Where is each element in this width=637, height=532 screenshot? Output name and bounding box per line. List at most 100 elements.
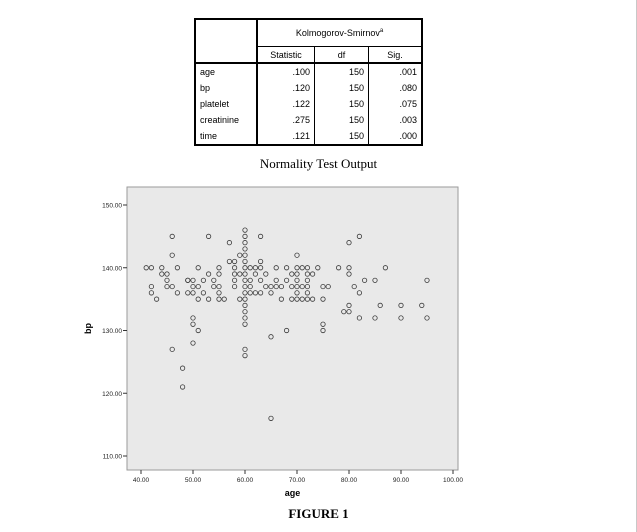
scatter-point [294,283,300,290]
scatter-point [174,265,180,271]
cell-statistic: .121 [256,128,315,146]
x-tick-label: 90.00 [393,477,410,484]
cell-sig: .000 [368,128,423,146]
scatter-point [200,277,206,283]
scatter-point [273,265,279,271]
scatter-point [289,296,295,302]
scatter-point [268,334,274,340]
scatter-point [242,246,248,252]
scatter-point [346,271,352,277]
scatter-point [237,296,243,302]
row-label: time [194,128,257,146]
scatter-point [242,252,248,258]
scatter-point [180,365,186,371]
scatter-point [283,265,290,271]
row-label: creatinine [194,112,257,128]
scatter-point [242,296,248,302]
scatter-point [424,277,430,283]
scatter-point [216,296,222,302]
scatter-point [242,321,248,327]
scatter-point [164,277,170,283]
scatter-point [309,271,316,277]
scatter-point [148,290,154,296]
scatter-point [169,252,175,258]
row-label: platelet [194,96,257,112]
scatter-point [304,290,310,296]
scatter-point [294,271,300,277]
scatter-point [206,296,212,302]
y-tick-label: 150.00 [102,203,122,210]
table-row: age .100 150 .001 [194,63,423,80]
scatter-point [346,309,352,315]
scatter-point [242,258,248,265]
figure-caption: FIGURE 1 [288,506,349,521]
scatter-point [247,290,253,296]
scatter-point [278,283,284,290]
scatter-point [190,321,196,327]
y-axis-label: bp [83,323,93,334]
scatter-point [216,290,222,296]
cell-statistic: .100 [256,63,315,80]
scatter-point [180,384,186,390]
scatter-point [242,271,248,277]
scatter-point [169,233,175,239]
scatter-point [289,271,295,277]
y-tick-label: 110.00 [103,454,123,461]
scatter-point [148,283,154,290]
col-header-sig: Sig. [368,46,423,64]
scatter-point [294,277,300,283]
scatter-point [232,258,238,265]
scatter-point [216,283,222,290]
scatter-point [252,265,258,271]
scatter-point [154,296,160,302]
scatter-point [304,265,310,271]
scatter-point [252,290,258,296]
scatter-point [143,265,149,271]
scatter-point [185,290,191,296]
scatter-point [346,302,352,308]
scatter-point [382,265,388,271]
scatter-point [195,283,201,290]
scatter-point [169,346,175,352]
scatter-point [190,290,196,296]
scatter-point [252,271,258,277]
scatter-point [148,265,154,271]
scatter-point [304,296,310,302]
scatter-point [283,277,290,283]
scatter-point [206,271,212,277]
scatter-point [164,271,170,277]
table-row: platelet .122 150 .075 [194,96,423,112]
scatter-point [242,346,248,352]
scatter-point [174,290,180,296]
scatter-point [216,265,222,271]
scatter-point [361,277,368,283]
cell-df: 150 [314,112,369,128]
scatter-point [320,327,326,334]
scatter-point [242,265,248,271]
scatter-point [289,283,295,290]
scatter-point [320,321,326,327]
table-row: creatinine .275 150 .003 [194,112,423,128]
scatter-point [257,258,264,265]
scatter-point [299,283,305,290]
cell-df: 150 [314,80,369,96]
y-tick-label: 120.00 [102,391,122,398]
scatter-point [273,283,279,290]
scatter-point [242,315,248,321]
scatter-point [398,302,404,308]
scatter-point [263,271,269,277]
scatter-point [237,252,243,258]
scatter-point [237,271,243,277]
scatter-point [190,283,196,290]
scatter-point [247,283,253,290]
ks-header-text: Kolmogorov-Smirnov [295,28,380,38]
scatter-point [299,265,305,271]
x-tick-label: 100.00 [443,477,463,484]
scatter-point [211,283,217,290]
scatter-point [346,265,352,271]
col-header-statistic: Statistic [256,46,315,64]
scatter-point [247,265,253,271]
axes: 40.00 50.00 60.00 70.00 80.00 90.00 100.00 110.… [102,203,463,485]
cell-sig: .075 [368,96,423,112]
